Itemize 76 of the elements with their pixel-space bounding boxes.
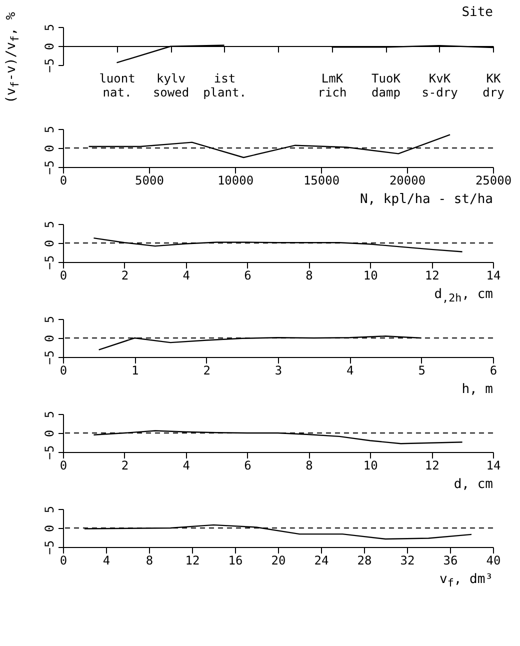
x-tick-label: 4 [102, 554, 110, 568]
line-series [93, 237, 463, 252]
y-tick-label: 5 [42, 410, 56, 418]
x-tick-label: 5 [418, 364, 426, 378]
x-tick-label: 0 [60, 174, 68, 188]
x-tick-label: 20 [271, 554, 286, 568]
x-tick-label: 16 [228, 554, 243, 568]
x-axis-title: d$_{,2h}$, cm [433, 286, 493, 305]
x-tick-label: 4 [182, 268, 190, 282]
x-axis-title: N, kpl/ha - st/ha [358, 191, 493, 208]
x-axis-title: Site [462, 5, 493, 20]
x-tick-label: kylv sowed [152, 72, 190, 100]
x-axis-title: h, m [460, 381, 493, 398]
y-tick-label: −5 [42, 445, 56, 460]
line-series [98, 336, 422, 350]
y-tick-label: 5 [42, 24, 56, 32]
y-tick-label: −5 [42, 255, 56, 270]
x-tick-label: LmK rich [318, 72, 347, 100]
y-tick-label: −5 [42, 540, 56, 555]
x-tick-label: 2 [121, 458, 129, 472]
x-tick-label: 4 [182, 458, 190, 472]
x-tick-label: 0 [60, 268, 68, 282]
x-tick-label: 32 [400, 554, 415, 568]
x-tick-label: 14 [486, 268, 501, 282]
x-tick-label: 20000 [389, 174, 426, 188]
x-tick-label: 40 [486, 554, 501, 568]
y-tick-label: 5 [42, 506, 56, 514]
x-tick-label: 0 [60, 364, 68, 378]
line-series [88, 134, 451, 158]
line-series [93, 430, 463, 444]
y-tick-label: 5 [42, 316, 56, 324]
x-tick-label: 10 [363, 268, 378, 282]
x-axis-title: d, cm [452, 476, 493, 493]
y-tick-label: 5 [42, 126, 56, 134]
x-tick-label: 4 [346, 364, 354, 378]
x-tick-label: 12 [185, 554, 200, 568]
x-tick-label: ist plant. [203, 72, 246, 100]
x-tick-label: 10000 [217, 174, 254, 188]
y-tick-label: 0 [42, 42, 56, 50]
y-tick-label: 0 [42, 430, 56, 438]
x-tick-label: 0 [60, 458, 68, 472]
x-tick-label: 28 [357, 554, 372, 568]
x-tick-label: 5000 [135, 174, 164, 188]
y-tick-label: 0 [42, 524, 56, 532]
x-tick-label: 1 [132, 364, 139, 378]
x-tick-label: 14 [486, 458, 501, 472]
y-tick-label: −5 [42, 160, 56, 175]
x-tick-label: 6 [490, 364, 498, 378]
x-tick-label: 10 [363, 458, 378, 472]
x-tick-label: KK dry [482, 72, 504, 100]
x-tick-label: 25000 [475, 174, 512, 188]
x-tick-label: 12 [424, 458, 440, 472]
x-tick-label: 3 [274, 364, 282, 378]
x-tick-label: 6 [244, 458, 252, 472]
x-tick-label: 36 [443, 554, 458, 568]
x-tick-label: 2 [121, 268, 129, 282]
y-tick-label: −5 [42, 58, 56, 73]
y-tick-label: 0 [42, 144, 56, 152]
x-tick-label: 8 [306, 458, 313, 472]
y-tick-label: −5 [42, 350, 56, 365]
x-tick-label: 24 [314, 554, 329, 568]
x-tick-label: TuoK damp [372, 72, 402, 100]
y-tick-label: 5 [42, 220, 56, 228]
y-tick-label: 0 [42, 240, 56, 248]
line-series [84, 524, 472, 540]
x-tick-label: 2 [203, 364, 210, 378]
x-tick-label: 8 [146, 554, 154, 568]
x-tick-label: 8 [306, 268, 313, 282]
x-tick-label: 12 [424, 268, 440, 282]
x-axis-title: v$_{f}$, dm³ [438, 571, 493, 590]
x-tick-label: 6 [244, 268, 252, 282]
x-tick-label: 0 [60, 554, 68, 568]
x-tick-label: KvK s-dry [422, 72, 458, 100]
y-tick-label: 0 [42, 334, 56, 342]
x-tick-label: 15000 [303, 174, 340, 188]
x-tick-label: luont nat. [99, 72, 136, 100]
